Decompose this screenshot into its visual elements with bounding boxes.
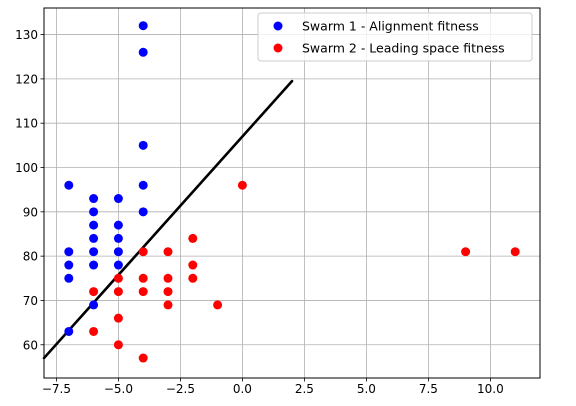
swarm1-point bbox=[138, 140, 148, 150]
y-tick-label: 60 bbox=[23, 338, 38, 352]
swarm2-point bbox=[138, 287, 148, 297]
swarm1-point bbox=[113, 260, 123, 270]
legend-label: Swarm 1 - Alignment fitness bbox=[302, 19, 479, 34]
x-tick-label: −5.0 bbox=[104, 382, 133, 396]
y-tick-label: 100 bbox=[15, 161, 38, 175]
swarm1-point bbox=[138, 21, 148, 31]
y-tick-label: 90 bbox=[23, 205, 38, 219]
swarm1-point bbox=[64, 326, 74, 336]
swarm1-point bbox=[113, 220, 123, 230]
legend-marker bbox=[273, 21, 283, 31]
y-tick-label: 70 bbox=[23, 294, 38, 308]
swarm1-point bbox=[89, 300, 99, 310]
swarm1-point bbox=[64, 260, 74, 270]
swarm1-point bbox=[113, 194, 123, 204]
swarm2-point bbox=[163, 247, 173, 257]
y-tick-label: 130 bbox=[15, 28, 38, 42]
x-tick-label: 0.0 bbox=[233, 382, 252, 396]
grid-layer bbox=[44, 8, 540, 378]
x-tick-label: −2.5 bbox=[166, 382, 195, 396]
swarm2-point bbox=[188, 233, 198, 243]
line-layer bbox=[42, 79, 294, 360]
swarm1-point bbox=[89, 220, 99, 230]
swarm2-point bbox=[138, 353, 148, 363]
swarm1-point bbox=[89, 233, 99, 243]
swarm2-point bbox=[89, 287, 99, 297]
swarm1-point bbox=[64, 247, 74, 257]
swarm1-point bbox=[89, 194, 99, 204]
swarm2-point bbox=[89, 326, 99, 336]
swarm2-point bbox=[113, 273, 123, 283]
swarm2-point bbox=[113, 340, 123, 350]
legend-box bbox=[257, 12, 533, 62]
swarm2-point bbox=[510, 247, 520, 257]
swarm2-point bbox=[113, 287, 123, 297]
x-tick-label: 5.0 bbox=[357, 382, 376, 396]
ticks-layer: −7.5 −5.0 −2.5 0.0 2.5 5.0 7.5 10.0 60 70 80 90 100 1… bbox=[15, 28, 504, 396]
swarm2-point bbox=[188, 273, 198, 283]
y-tick-label: 110 bbox=[15, 117, 38, 131]
swarm1-point bbox=[64, 273, 74, 283]
legend-label: Swarm 2 - Leading space fitness bbox=[302, 41, 505, 56]
swarm1-point bbox=[138, 207, 148, 217]
legend-marker bbox=[273, 43, 283, 53]
swarm2-point bbox=[461, 247, 471, 257]
swarm2-point bbox=[138, 247, 148, 257]
x-tick-label: 2.5 bbox=[295, 382, 314, 396]
swarm1-point bbox=[64, 180, 74, 190]
swarm1-point bbox=[138, 180, 148, 190]
x-tick-label: 7.5 bbox=[419, 382, 438, 396]
x-tick-label: −7.5 bbox=[42, 382, 71, 396]
fit-line bbox=[42, 79, 294, 360]
swarm1-point bbox=[113, 247, 123, 257]
swarm2-point bbox=[213, 300, 223, 310]
y-tick-label: 80 bbox=[23, 250, 38, 264]
swarm1-point bbox=[89, 260, 99, 270]
swarm2-point bbox=[188, 260, 198, 270]
swarm1-point bbox=[138, 47, 148, 57]
points-layer bbox=[64, 21, 520, 363]
plot-frame bbox=[43, 7, 541, 379]
swarm1-point bbox=[89, 247, 99, 257]
legend: Swarm 1 - Alignment fitness Swarm 2 - Lea… bbox=[257, 12, 533, 62]
swarm2-point bbox=[237, 180, 247, 190]
swarm2-point bbox=[163, 300, 173, 310]
swarm2-point bbox=[163, 273, 173, 283]
swarm2-point bbox=[138, 273, 148, 283]
swarm1-point bbox=[89, 207, 99, 217]
swarm2-point bbox=[113, 313, 123, 323]
x-tick-label: 10.0 bbox=[477, 382, 504, 396]
y-tick-label: 120 bbox=[15, 72, 38, 86]
swarm1-point bbox=[113, 233, 123, 243]
swarm2-point bbox=[163, 287, 173, 297]
